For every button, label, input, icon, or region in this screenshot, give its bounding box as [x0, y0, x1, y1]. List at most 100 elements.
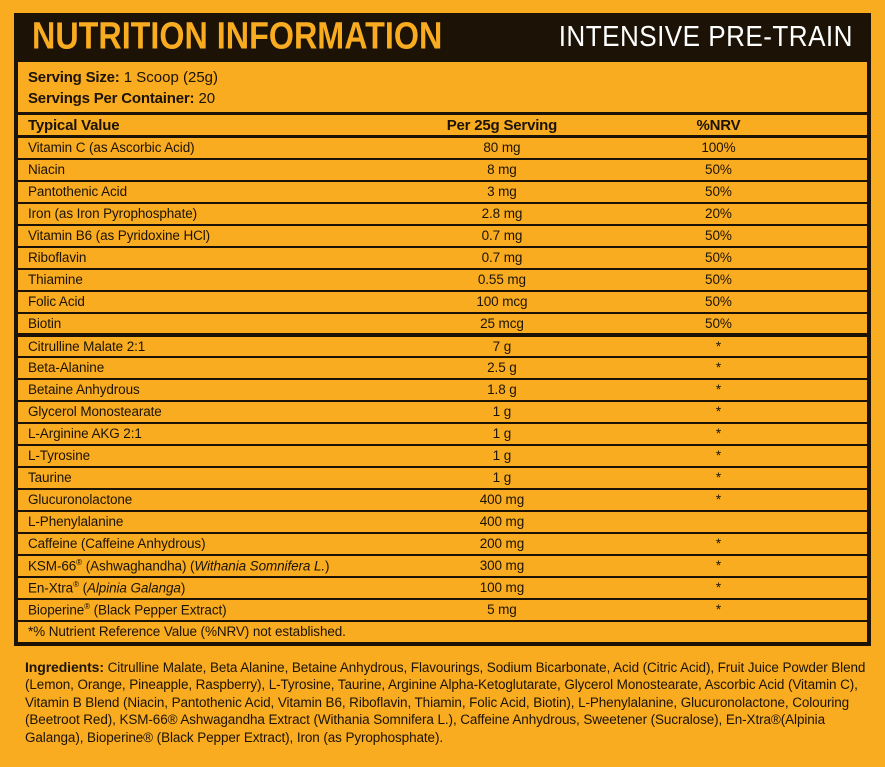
nutrient-name: Taurine — [18, 466, 434, 490]
nutrient-name: L-Arginine AKG 2:1 — [18, 422, 434, 446]
nutrient-nrv: * — [569, 532, 867, 556]
table-row: L-Tyrosine 1 g * — [18, 444, 867, 468]
ingredients-text: Citrulline Malate, Beta Alanine, Betaine… — [25, 659, 866, 745]
serving-size-line: Serving Size: 1 Scoop (25g) — [28, 67, 867, 88]
nutrient-amount: 1 g — [434, 444, 570, 468]
nutrient-amount: 8 mg — [434, 158, 570, 182]
nutrient-nrv: 50% — [569, 246, 867, 270]
page-title: NUTRITION INFORMATION — [32, 15, 443, 58]
nutrient-name: Citrulline Malate 2:1 — [18, 332, 434, 358]
table-row: Vitamin C (as Ascorbic Acid) 80 mg 100% — [18, 136, 867, 160]
nutrient-nrv: 50% — [569, 312, 867, 336]
title-bar: NUTRITION INFORMATION INTENSIVE PRE-TRAI… — [18, 13, 867, 62]
nutrient-amount: 1.8 g — [434, 378, 570, 402]
table-row: Beta-Alanine 2.5 g * — [18, 356, 867, 380]
serving-size-value: 1 Scoop (25g) — [123, 69, 219, 86]
nutrient-amount: 1 g — [434, 422, 570, 446]
nutrient-name: Iron (as Iron Pyrophosphate) — [18, 202, 434, 226]
table-header-row: Typical Value Per 25g Serving %NRV — [18, 113, 867, 138]
nutrient-name: Thiamine — [18, 268, 434, 292]
nutrient-name: Caffeine (Caffeine Anhydrous) — [18, 532, 434, 556]
table-row: L-Phenylalanine 400 mg — [18, 510, 867, 534]
nutrient-amount: 300 mg — [434, 554, 570, 578]
nutrient-amount: 0.55 mg — [434, 268, 570, 292]
nutrient-amount: 7 g — [434, 332, 570, 358]
nutrient-nrv: 50% — [569, 268, 867, 292]
table-row: Thiamine 0.55 mg 50% — [18, 268, 867, 292]
nrv-footnote: *% Nutrient Reference Value (%NRV) not e… — [28, 624, 346, 639]
nutrient-nrv: * — [569, 400, 867, 424]
column-header-nrv: %NRV — [569, 113, 867, 138]
footnote-row: *% Nutrient Reference Value (%NRV) not e… — [18, 621, 867, 644]
table-row: KSM-66® (Ashwaghandha) (Withania Somnife… — [18, 554, 867, 578]
nutrient-nrv: 50% — [569, 290, 867, 314]
nutrient-name: Vitamin B6 (as Pyridoxine HCl) — [18, 224, 434, 248]
column-header-typical-value: Typical Value — [18, 113, 434, 138]
ingredients-label: Ingredients: — [25, 658, 104, 675]
table-row: En-Xtra® (Alpinia Galanga) 100 mg * — [18, 576, 867, 600]
nutrient-name: En-Xtra® (Alpinia Galanga) — [18, 576, 434, 600]
nutrient-nrv: * — [569, 598, 867, 622]
table-row: Vitamin B6 (as Pyridoxine HCl) 0.7 mg 50… — [18, 224, 867, 248]
nutrient-amount: 5 mg — [434, 598, 570, 622]
table-row: Caffeine (Caffeine Anhydrous) 200 mg * — [18, 532, 867, 556]
nutrient-amount: 400 mg — [434, 510, 570, 534]
nutrient-nrv — [569, 510, 867, 534]
table-row: Biotin 25 mcg 50% — [18, 312, 867, 336]
nutrient-nrv: 50% — [569, 158, 867, 182]
nutrient-amount: 2.5 g — [434, 356, 570, 380]
nutrient-nrv: * — [569, 576, 867, 600]
nutrient-name: Betaine Anhydrous — [18, 378, 434, 402]
nutrient-nrv: * — [569, 554, 867, 578]
nutrition-label: NUTRITION INFORMATION INTENSIVE PRE-TRAI… — [14, 13, 871, 646]
table-row: Betaine Anhydrous 1.8 g * — [18, 378, 867, 402]
nutrient-nrv: * — [569, 422, 867, 446]
nutrient-name: Glucuronolactone — [18, 488, 434, 512]
table-row: Taurine 1 g * — [18, 466, 867, 490]
serving-info: Serving Size: 1 Scoop (25g) Servings Per… — [18, 62, 867, 112]
nutrient-amount: 100 mcg — [434, 290, 570, 314]
nutrient-amount: 200 mg — [434, 532, 570, 556]
nutrient-name: Bioperine® (Black Pepper Extract) — [18, 598, 434, 622]
table-row: Pantothenic Acid 3 mg 50% — [18, 180, 867, 204]
nutrient-name: Glycerol Monostearate — [18, 400, 434, 424]
nutrient-amount: 0.7 mg — [434, 246, 570, 270]
nutrient-amount: 1 g — [434, 400, 570, 424]
column-header-per-serving: Per 25g Serving — [434, 113, 570, 138]
nutrient-name: Biotin — [18, 312, 434, 336]
table-row: Glucuronolactone 400 mg * — [18, 488, 867, 512]
nutrient-nrv: * — [569, 488, 867, 512]
nutrient-amount: 0.7 mg — [434, 224, 570, 248]
nutrient-amount: 1 g — [434, 466, 570, 490]
servings-per-container-line: Servings Per Container: 20 — [28, 88, 867, 109]
servings-per-container-label: Servings Per Container: — [28, 90, 195, 107]
nutrient-name: Pantothenic Acid — [18, 180, 434, 204]
nutrient-nrv: 50% — [569, 224, 867, 248]
nutrient-nrv: * — [569, 378, 867, 402]
nutrient-nrv: * — [569, 444, 867, 468]
table-row: Folic Acid 100 mcg 50% — [18, 290, 867, 314]
table-row: Riboflavin 0.7 mg 50% — [18, 246, 867, 270]
nutrient-name: Vitamin C (as Ascorbic Acid) — [18, 136, 434, 160]
nutrient-name: KSM-66® (Ashwaghandha) (Withania Somnife… — [18, 554, 434, 578]
nutrient-name: Riboflavin — [18, 246, 434, 270]
table-row: Niacin 8 mg 50% — [18, 158, 867, 182]
nutrient-amount: 100 mg — [434, 576, 570, 600]
serving-size-label: Serving Size: — [28, 69, 120, 86]
nutrient-nrv: 100% — [569, 136, 867, 160]
nutrient-amount: 25 mcg — [434, 312, 570, 336]
nutrient-amount: 2.8 mg — [434, 202, 570, 226]
table-row: L-Arginine AKG 2:1 1 g * — [18, 422, 867, 446]
nutrient-name: L-Tyrosine — [18, 444, 434, 468]
nutrient-nrv: 50% — [569, 180, 867, 204]
nutrient-nrv: * — [569, 332, 867, 358]
nutrient-nrv: 20% — [569, 202, 867, 226]
nutrient-nrv: * — [569, 356, 867, 380]
nutrient-name: Niacin — [18, 158, 434, 182]
servings-per-container-value: 20 — [198, 90, 216, 107]
nutrient-nrv: * — [569, 466, 867, 490]
table-row: Bioperine® (Black Pepper Extract) 5 mg * — [18, 598, 867, 622]
nutrient-amount: 400 mg — [434, 488, 570, 512]
ingredients-section: Ingredients: Citrulline Malate, Beta Ala… — [0, 646, 885, 747]
table-row: Iron (as Iron Pyrophosphate) 2.8 mg 20% — [18, 202, 867, 226]
